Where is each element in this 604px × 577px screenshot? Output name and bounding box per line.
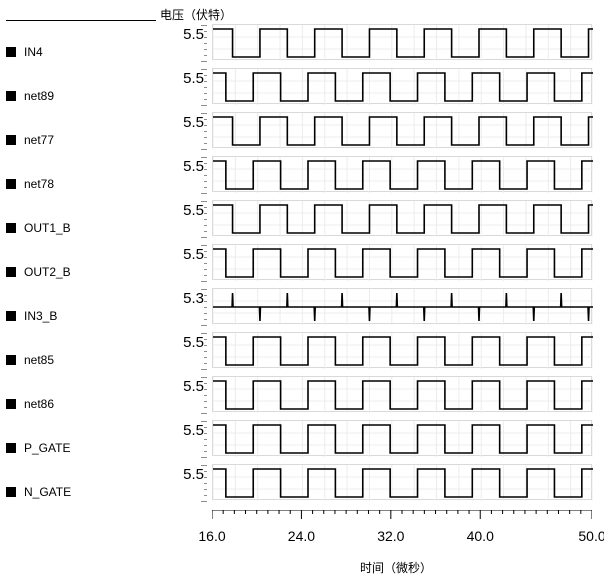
signal-trace (213, 425, 593, 453)
legend-item: net89 (6, 74, 71, 118)
x-tick-label: 50.0 (578, 528, 604, 544)
signal-trace (213, 161, 593, 189)
legend-label: net89 (24, 89, 54, 103)
legend-item: IN3_B (6, 294, 71, 338)
signal-trace (213, 293, 593, 321)
legend-swatch (6, 91, 16, 101)
signal-plot (212, 420, 592, 456)
signal-trace (213, 249, 593, 277)
legend-item: net85 (6, 338, 71, 382)
signal-plot (212, 464, 592, 500)
y-max-label: 5.5 (176, 150, 204, 194)
x-tick-label: 32.0 (377, 528, 404, 544)
x-tick-label: 24.0 (288, 528, 315, 544)
signal-trace (213, 337, 593, 365)
legend-item: OUT2_B (6, 250, 71, 294)
signal-plot (212, 156, 592, 192)
signal-plot (212, 112, 592, 148)
y-max-label: 5.5 (176, 238, 204, 282)
signal-plot (212, 376, 592, 412)
signal-trace (213, 205, 593, 233)
legend: IN4 net89 net77 net78 OUT1_B OUT2_B IN3_B net85… (6, 30, 71, 514)
x-tick-label: 16.0 (198, 528, 225, 544)
legend-label: net78 (24, 177, 54, 191)
signal-plot (212, 200, 592, 236)
x-axis-title: 时间（微秒） (360, 559, 432, 576)
legend-swatch (6, 399, 16, 409)
legend-swatch (6, 179, 16, 189)
legend-label: net86 (24, 397, 54, 411)
legend-label: P_GATE (24, 441, 70, 455)
signal-trace (213, 29, 593, 57)
y-labels-column: 5.55.55.55.55.55.55.35.55.55.55.5 (176, 18, 204, 502)
signal-trace (213, 117, 593, 145)
legend-item: net78 (6, 162, 71, 206)
y-max-label: 5.5 (176, 106, 204, 150)
legend-label: N_GATE (24, 485, 71, 499)
legend-label: IN3_B (24, 309, 57, 323)
legend-item: N_GATE (6, 470, 71, 514)
y-max-label: 5.5 (176, 414, 204, 458)
legend-label: OUT2_B (24, 265, 71, 279)
legend-label: net77 (24, 133, 54, 147)
signal-plot (212, 332, 592, 368)
signal-trace (213, 469, 593, 497)
y-max-label: 5.3 (176, 282, 204, 326)
y-max-label: 5.5 (176, 326, 204, 370)
legend-label: OUT1_B (24, 221, 71, 235)
legend-label: IN4 (24, 45, 43, 59)
legend-item: OUT1_B (6, 206, 71, 250)
y-max-label: 5.5 (176, 62, 204, 106)
signal-plot (212, 68, 592, 104)
legend-swatch (6, 135, 16, 145)
legend-item: net77 (6, 118, 71, 162)
legend-swatch (6, 355, 16, 365)
y-max-label: 5.5 (176, 458, 204, 502)
legend-item: net86 (6, 382, 71, 426)
y-max-label: 5.5 (176, 194, 204, 238)
legend-swatch (6, 487, 16, 497)
y-max-label: 5.5 (176, 18, 204, 62)
signal-trace (213, 73, 593, 101)
y-max-label: 5.5 (176, 370, 204, 414)
signal-plot (212, 24, 592, 60)
plot-stack (212, 24, 592, 508)
legend-item: IN4 (6, 30, 71, 74)
legend-swatch (6, 311, 16, 321)
legend-swatch (6, 267, 16, 277)
x-axis: 16.024.032.040.050.0 (212, 510, 592, 531)
signal-plot (212, 288, 592, 324)
legend-divider (6, 20, 156, 21)
legend-swatch (6, 443, 16, 453)
legend-swatch (6, 223, 16, 233)
x-tick-label: 40.0 (467, 528, 494, 544)
legend-swatch (6, 47, 16, 57)
legend-item: P_GATE (6, 426, 71, 470)
legend-label: net85 (24, 353, 54, 367)
signal-trace (213, 381, 593, 409)
signal-plot (212, 244, 592, 280)
